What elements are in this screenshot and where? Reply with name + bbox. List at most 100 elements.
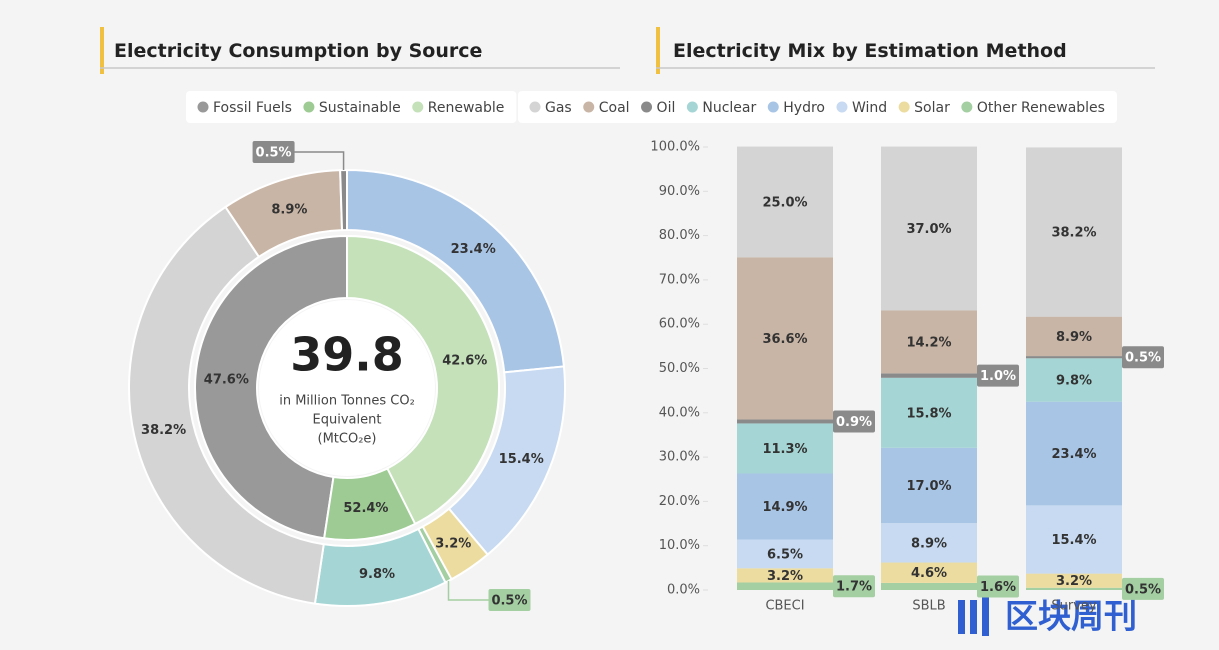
inner-segment bbox=[346, 234, 500, 526]
data-label: 15.8% bbox=[906, 406, 951, 421]
bar-segment bbox=[881, 523, 977, 563]
bar-segment bbox=[737, 568, 833, 583]
data-label: 37.0% bbox=[906, 222, 951, 237]
data-label: 11.3% bbox=[762, 442, 807, 457]
data-label: 42.6% bbox=[442, 354, 487, 369]
data-label: 52.4% bbox=[343, 501, 388, 516]
data-label: 8.9% bbox=[271, 203, 307, 218]
legend-box bbox=[518, 91, 1117, 123]
y-tick-label: 0.0% bbox=[667, 583, 700, 598]
data-label: 36.6% bbox=[762, 332, 807, 347]
legend-swatch bbox=[836, 101, 848, 113]
bar-segment bbox=[737, 473, 833, 540]
data-label: 0.5% bbox=[1125, 582, 1161, 597]
data-label: 3.2% bbox=[1056, 574, 1092, 589]
data-label: 1.7% bbox=[836, 580, 872, 595]
legend-label: Sustainable bbox=[319, 100, 401, 116]
data-label: 15.4% bbox=[1051, 533, 1096, 548]
bar-segment bbox=[1026, 147, 1122, 317]
outer-segment bbox=[128, 205, 325, 605]
bar-segment bbox=[881, 447, 977, 524]
y-tick-label: 60.0% bbox=[659, 317, 700, 332]
bar-segment bbox=[1026, 587, 1122, 590]
legend-label: Fossil Fuels bbox=[213, 100, 292, 116]
legend-swatch bbox=[583, 101, 595, 113]
legend-swatch bbox=[686, 101, 698, 113]
watermark-logo bbox=[958, 596, 989, 636]
y-tick-label: 50.0% bbox=[659, 361, 700, 376]
legend-swatch bbox=[197, 101, 209, 113]
data-label: 0.5% bbox=[1125, 351, 1161, 366]
legend-swatch bbox=[767, 101, 779, 113]
bar-segment bbox=[1026, 573, 1122, 588]
legend-swatch bbox=[412, 101, 424, 113]
y-tick-label: 90.0% bbox=[659, 184, 700, 199]
label-box bbox=[1122, 577, 1164, 600]
bar-segment bbox=[881, 146, 977, 311]
legend-label: Renewable bbox=[428, 100, 505, 116]
bar-segment bbox=[881, 377, 977, 448]
legend-label: Gas bbox=[545, 100, 572, 116]
legend-label: Other Renewables bbox=[977, 100, 1105, 116]
data-label: 3.2% bbox=[767, 569, 803, 584]
legend-swatch bbox=[961, 101, 973, 113]
bar-segment bbox=[737, 146, 833, 258]
data-label: 0.9% bbox=[836, 415, 872, 430]
title-accent bbox=[656, 27, 660, 74]
data-label: 8.9% bbox=[911, 536, 947, 551]
legend-label: Oil bbox=[657, 100, 676, 116]
data-label: 25.0% bbox=[762, 195, 807, 210]
bar-segment bbox=[1026, 316, 1122, 357]
y-tick-label: 20.0% bbox=[659, 494, 700, 509]
data-label: 38.2% bbox=[141, 423, 186, 438]
legend-label: Solar bbox=[914, 100, 950, 116]
bar-segment bbox=[881, 373, 977, 378]
data-label: 23.4% bbox=[1051, 447, 1096, 462]
y-tick-label: 80.0% bbox=[659, 228, 700, 243]
x-tick-label: SBLB bbox=[912, 599, 945, 614]
title-accent bbox=[100, 27, 104, 74]
data-label: 9.8% bbox=[1056, 374, 1092, 389]
chart-title: Electricity Consumption by Source bbox=[114, 40, 482, 62]
data-label: 17.0% bbox=[906, 479, 951, 494]
legend-label: Nuclear bbox=[702, 100, 756, 116]
data-label: 15.4% bbox=[499, 452, 544, 467]
legend-swatch bbox=[303, 101, 315, 113]
label-box bbox=[977, 575, 1019, 598]
legend-label: Hydro bbox=[783, 100, 825, 116]
y-tick-label: 70.0% bbox=[659, 272, 700, 287]
data-label: 38.2% bbox=[1051, 226, 1096, 241]
y-tick-label: 40.0% bbox=[659, 405, 700, 420]
watermark: 区块周刊 bbox=[1005, 597, 1137, 636]
legend-swatch bbox=[641, 101, 653, 113]
data-label: 0.5% bbox=[491, 594, 527, 609]
data-label: 4.6% bbox=[911, 566, 947, 581]
label-box bbox=[977, 364, 1019, 387]
bar-segment bbox=[737, 423, 833, 474]
label-box bbox=[1122, 346, 1164, 369]
y-tick-label: 10.0% bbox=[659, 538, 700, 553]
bar-segment bbox=[737, 257, 833, 420]
bar-segment bbox=[1026, 356, 1122, 359]
data-label: 14.2% bbox=[906, 335, 951, 350]
data-label: 0.5% bbox=[256, 146, 292, 161]
y-tick-label: 100.0% bbox=[650, 140, 700, 155]
legend-swatch bbox=[898, 101, 910, 113]
center-value: 39.8 bbox=[290, 328, 404, 382]
outer-segment bbox=[339, 168, 348, 232]
legend-label: Coal bbox=[599, 100, 630, 116]
legend-box bbox=[186, 91, 517, 123]
label-box bbox=[252, 141, 295, 163]
center-hole bbox=[259, 300, 435, 476]
chart-title: Electricity Mix by Estimation Method bbox=[673, 40, 1067, 62]
bar-segment bbox=[881, 562, 977, 583]
bar-segment bbox=[1026, 358, 1122, 402]
data-label: 1.6% bbox=[980, 580, 1016, 595]
center-label: in Million Tonnes CO₂ bbox=[279, 394, 415, 409]
data-label: 47.6% bbox=[204, 372, 249, 387]
data-label: 3.2% bbox=[435, 537, 471, 552]
center-label: Equivalent bbox=[313, 413, 382, 428]
data-label: 8.9% bbox=[1056, 330, 1092, 345]
